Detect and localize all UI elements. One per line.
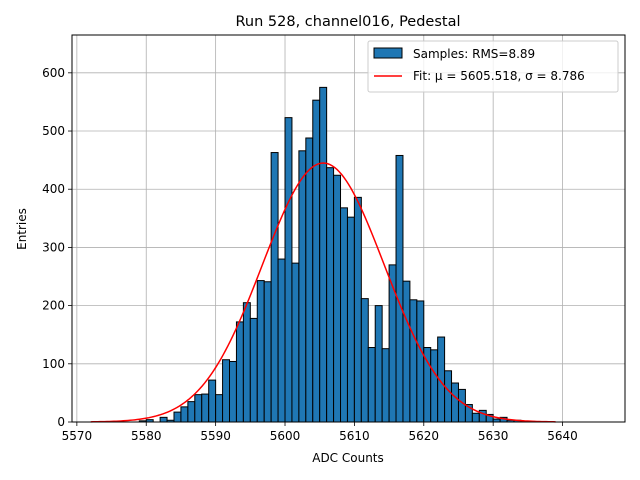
histogram-bar (256, 280, 265, 423)
histogram-bar (402, 280, 411, 423)
y-tick-label: 400 (42, 182, 65, 196)
histogram-bar (222, 359, 231, 423)
y-tick-label: 500 (42, 124, 65, 138)
y-tick-label: 200 (42, 299, 65, 313)
histogram-bar (367, 347, 376, 423)
legend-box (367, 40, 619, 93)
histogram-bar (381, 348, 390, 423)
histogram-bar (395, 154, 404, 423)
x-tick-label: 5630 (478, 429, 509, 443)
x-tick-label: 5590 (200, 429, 231, 443)
y-tick-label: 600 (42, 66, 65, 80)
histogram-bar (270, 152, 279, 423)
histogram-bar (291, 262, 300, 423)
histogram-bar (409, 299, 418, 423)
x-axis-ticks: 5570 5580 5590 5600 5610 5620 5630 5640 (62, 422, 578, 443)
gaussian-fit-line (90, 162, 556, 423)
y-axis-label: Entries (15, 208, 29, 250)
histogram-bar (215, 394, 224, 423)
histogram-bar (346, 216, 355, 423)
histogram-bar (263, 281, 272, 423)
x-tick-label: 5600 (270, 429, 301, 443)
histogram-bar (277, 258, 286, 423)
y-tick-label: 300 (42, 240, 65, 254)
chart-title: Run 528, channel016, Pedestal (235, 14, 460, 30)
histogram-bar (249, 317, 258, 423)
x-tick-label: 5610 (339, 429, 370, 443)
histogram-bar (312, 99, 321, 423)
histogram-bar (340, 207, 348, 423)
x-tick-label: 5570 (62, 429, 93, 443)
histogram-bar (360, 298, 369, 423)
histogram-bar (353, 196, 362, 423)
legend-fit-label: Fit: μ = 5605.518, σ = 8.786 (413, 69, 585, 83)
histogram-bar (229, 360, 237, 423)
x-tick-label: 5640 (547, 429, 578, 443)
histogram-bar (326, 167, 335, 423)
histogram-bar (333, 174, 342, 423)
histogram-bar (457, 388, 466, 423)
histogram-bar (242, 302, 251, 423)
histogram-bar (159, 416, 168, 423)
y-tick-label: 100 (42, 357, 65, 371)
histogram-bar (235, 321, 244, 423)
x-tick-label: 5620 (409, 429, 440, 443)
legend-samples-swatch (373, 47, 403, 59)
histogram-bar (319, 86, 328, 423)
histogram-bar (430, 349, 439, 423)
histogram-bar (305, 137, 314, 423)
histogram-bar (173, 411, 182, 423)
histogram-bar (374, 305, 383, 423)
histogram-bar (194, 394, 203, 423)
legend: Samples: RMS=8.89 Fit: μ = 5605.518, σ =… (367, 40, 619, 93)
histogram-bar (201, 393, 210, 423)
histogram-bar (388, 264, 397, 423)
histogram-bar (298, 150, 307, 423)
y-axis-ticks: 0 100 200 300 400 500 600 (42, 66, 72, 429)
histogram-bar (284, 117, 293, 423)
histogram-bar (451, 382, 459, 423)
histogram-bar (180, 406, 189, 423)
x-tick-label: 5580 (131, 429, 162, 443)
histogram-bar (187, 401, 196, 423)
histogram-bars (138, 86, 536, 423)
histogram-bar (444, 370, 453, 423)
x-axis-label: ADC Counts (312, 451, 384, 465)
histogram-bar (208, 379, 217, 423)
histogram-bar (416, 300, 425, 423)
y-tick-label: 0 (57, 415, 65, 429)
histogram-bar (471, 412, 480, 423)
axes-frame (71, 34, 626, 423)
legend-samples-label: Samples: RMS=8.89 (413, 47, 535, 61)
